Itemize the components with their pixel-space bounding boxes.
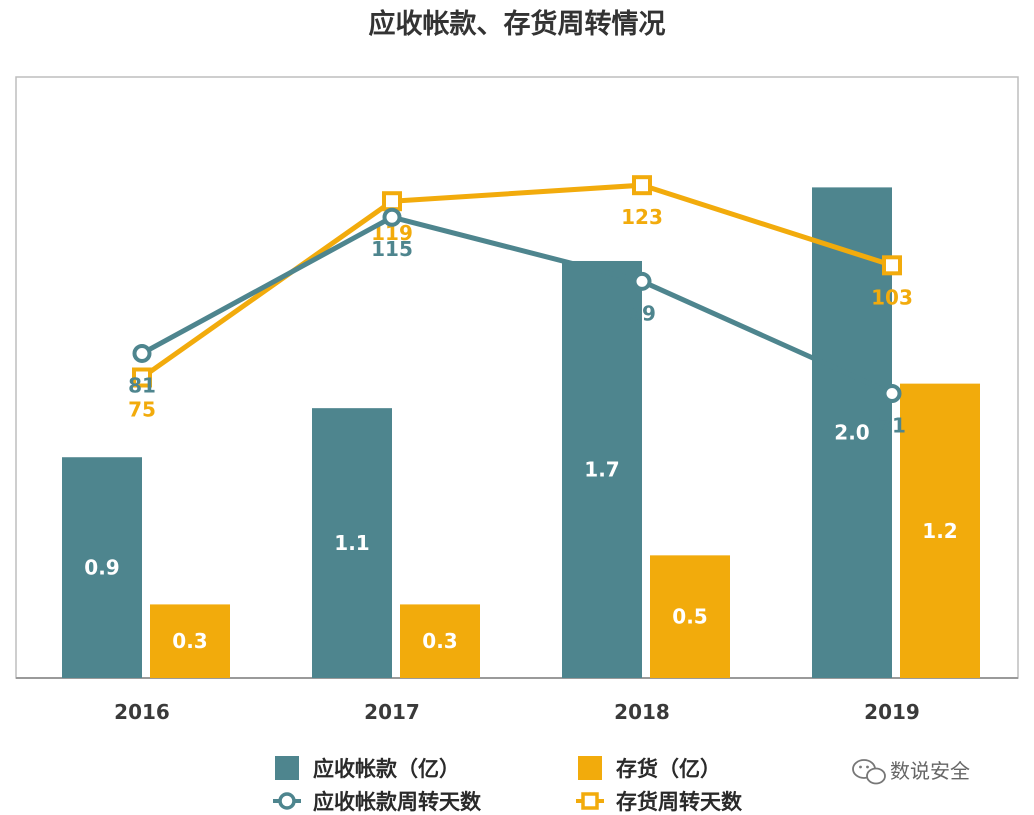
watermark: 数说安全 [852,759,970,785]
line-value-label: 123 [621,205,663,229]
line-value-label: 103 [871,285,913,309]
bar-value-label: 1.7 [584,457,619,481]
legend-label: 存货（亿） [616,757,721,781]
legend-label: 存货周转天数 [616,790,743,814]
bar-value-label: 0.5 [672,605,707,629]
legend-marker-square [581,792,599,810]
line-inventory-days [140,182,893,380]
line-marker-circle [382,207,402,227]
bar-receivables-2019 [812,187,892,678]
x-tick-label: 2016 [114,700,170,724]
bar-inventory-2017 [400,604,480,678]
bar-receivables-2018 [562,260,642,678]
x-tick-label: 2018 [614,700,670,724]
line-value-label: 99 [628,301,656,325]
line-marker-circle [132,343,152,363]
legend-marker-circle [278,792,296,810]
legend-label: 应收帐款（亿） [313,757,460,781]
legend: 应收帐款（亿） 存货（亿） 应收帐款周转天数 存货周转天数 [273,756,743,814]
bar-value-label: 1.1 [334,531,369,555]
bar-value-label: 0.3 [172,629,207,653]
bar-inventory-2016 [150,604,230,678]
wechat-icon [852,759,886,785]
line-value-label: 115 [371,237,413,261]
line-value-label: 81 [128,373,156,397]
legend-label: 应收帐款周转天数 [313,790,482,814]
bar-inventory-2019 [900,383,980,678]
chart-title: 应收帐款、存货周转情况 [369,8,666,40]
bar-receivables-2016 [62,457,142,678]
x-ticks: 2016 2017 2018 2019 [114,700,920,724]
bar-value-label: 2.0 [834,421,869,445]
bar-value-label: 0.3 [422,629,457,653]
line-marker-circle [632,271,652,291]
line-marker-circle [882,384,902,404]
bar-inventory-2018 [650,555,730,678]
bar-receivables-2017 [312,408,392,678]
watermark-text: 数说安全 [890,759,970,783]
line-value-label: 71 [878,414,906,438]
line-receivable-days [140,214,894,396]
bar-value-label: 0.9 [84,556,119,580]
line-marker-square [382,191,402,212]
bar-value-label: 1.2 [922,519,957,543]
bars-layer: 0.9 1.1 1.7 2.0 0.3 0.3 0.5 1.2 [62,187,980,678]
line-value-label: 75 [128,398,156,422]
line-marker-square [632,175,652,196]
x-tick-label: 2017 [364,700,420,724]
x-tick-label: 2019 [864,700,920,724]
legend-swatch-bar [275,756,299,780]
legend-swatch-bar [578,756,602,780]
line-marker-square [132,367,152,388]
line-marker-square [882,255,902,276]
